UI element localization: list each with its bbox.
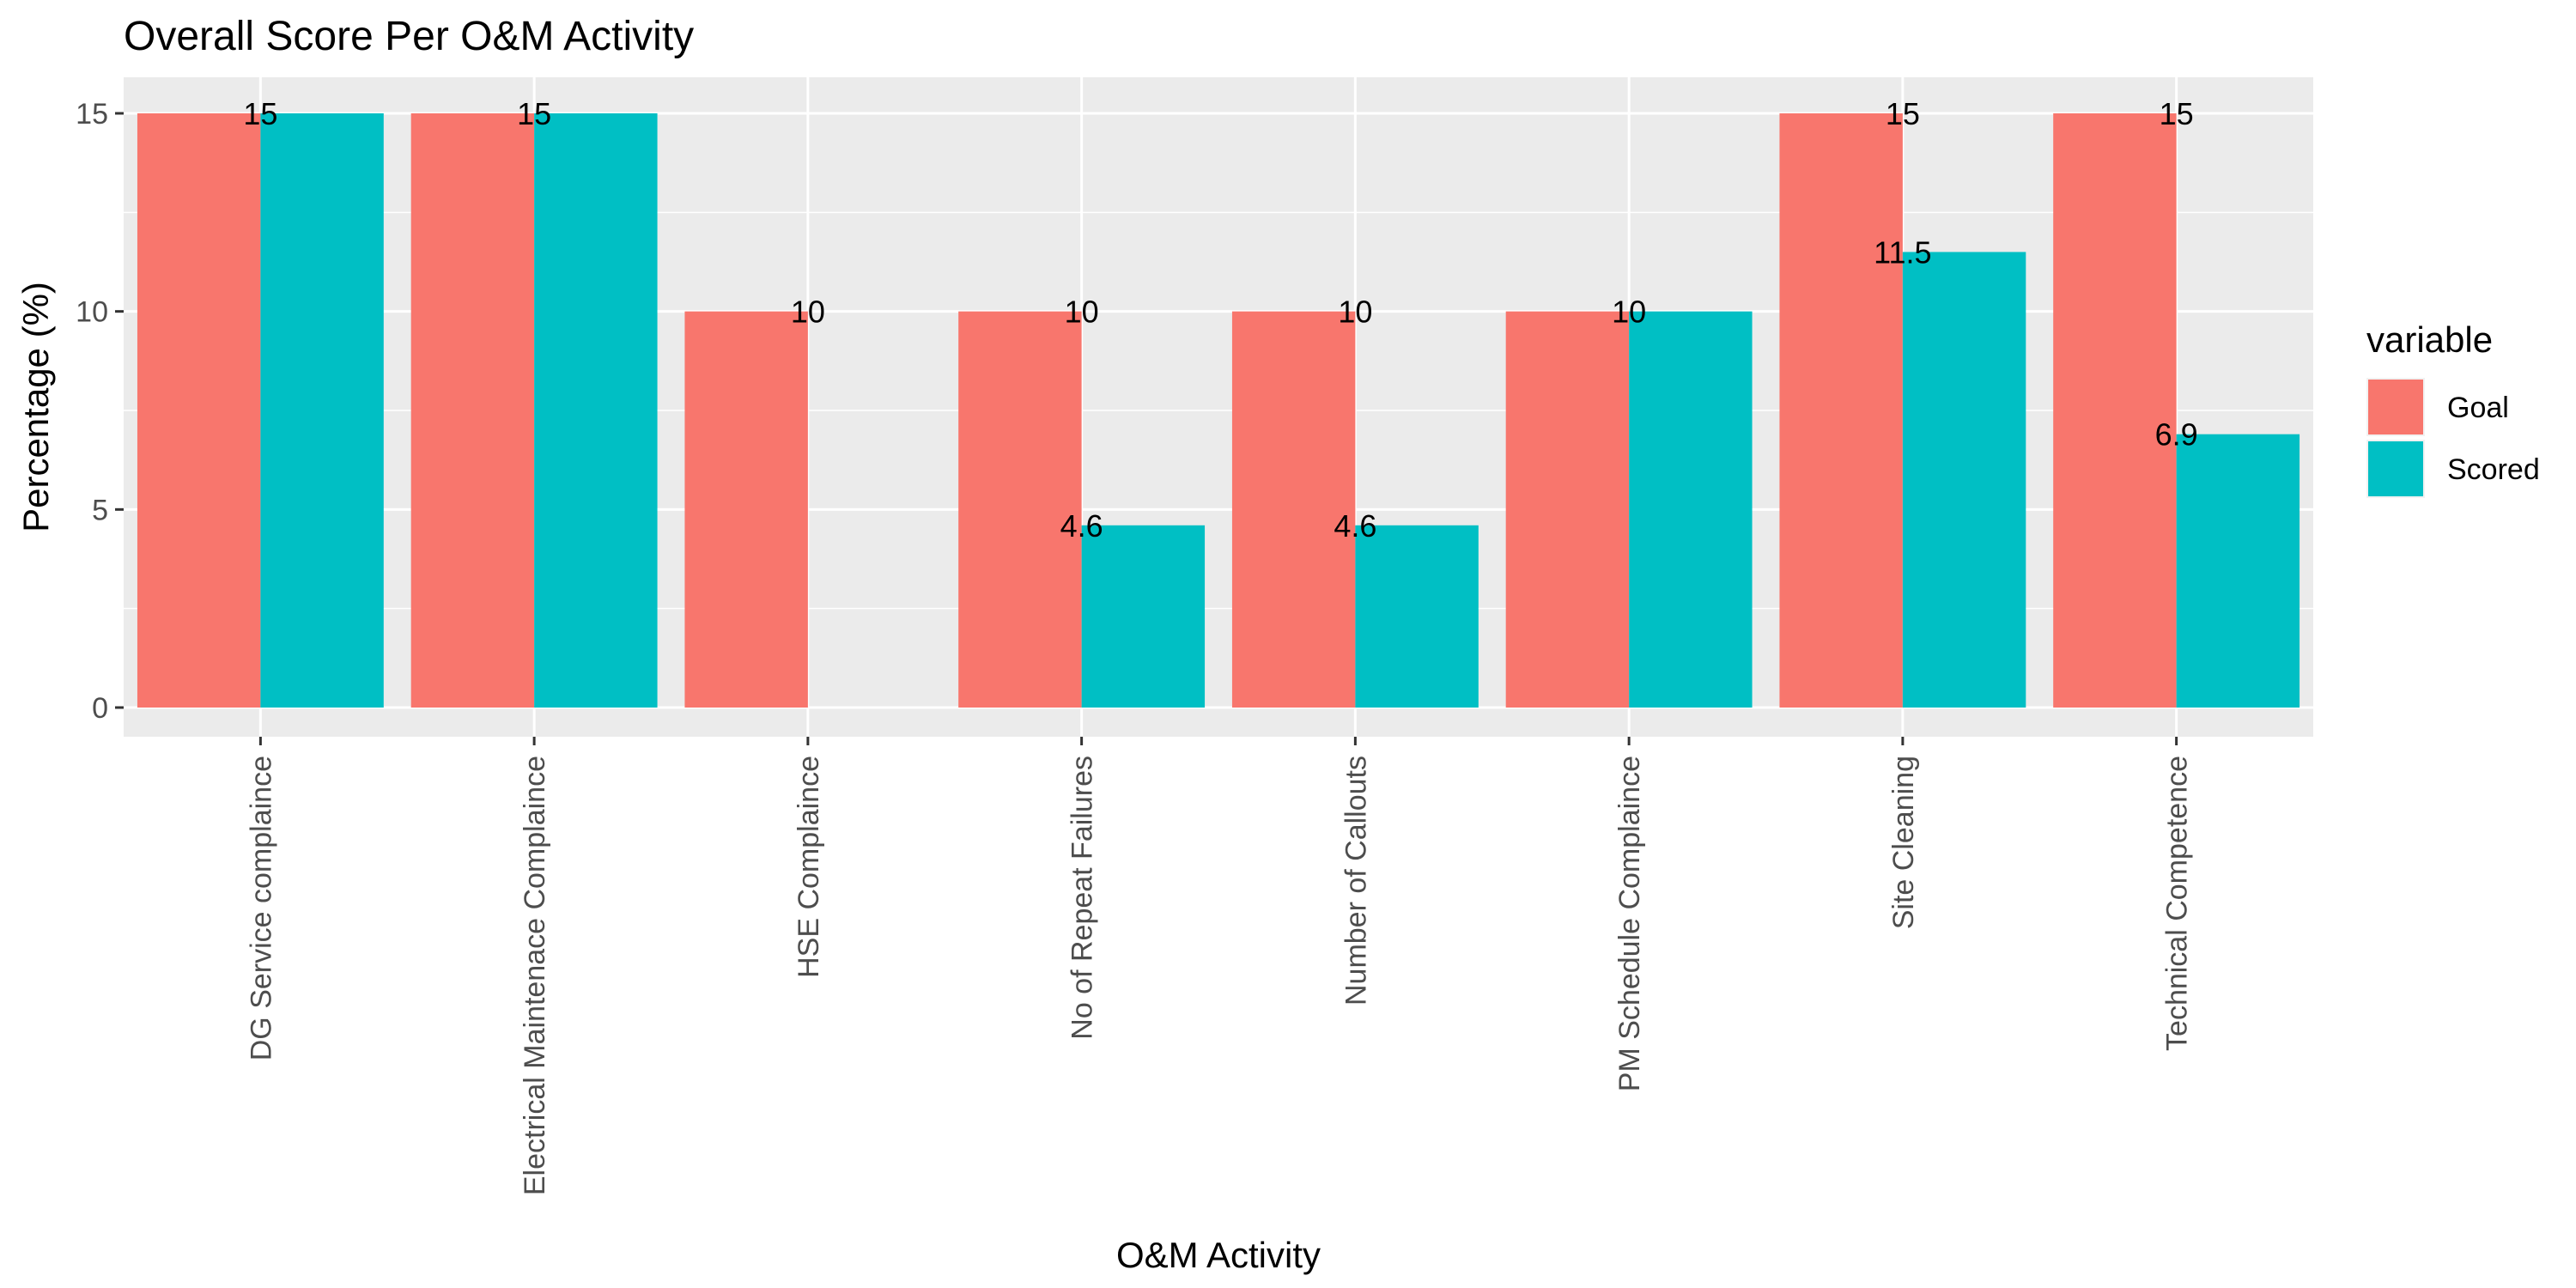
bar-goal-1: [410, 113, 535, 708]
legend-label-goal: Goal: [2447, 392, 2509, 424]
data-label: 10: [1065, 295, 1099, 330]
data-label: 4.6: [1060, 508, 1103, 544]
legend: variable Goal Scored: [2366, 319, 2540, 498]
x-tick-label: Site Cleaning: [1887, 756, 1920, 929]
data-label: 10: [791, 295, 825, 330]
bar-goal-3: [958, 311, 1082, 708]
bar-scored-3: [1081, 525, 1206, 708]
legend-swatch-goal: [2368, 380, 2423, 434]
y-tick-label: 5: [92, 494, 108, 526]
x-tick-label: Electrical Maintenace Complaince: [519, 756, 551, 1195]
bar-scored-7: [2176, 434, 2300, 708]
bar-scored-5: [1629, 311, 1753, 708]
chart-title: Overall Score Per O&M Activity: [124, 14, 694, 59]
y-tick-label: 10: [76, 296, 108, 329]
bar-scored-4: [1355, 525, 1479, 708]
legend-title: variable: [2366, 319, 2493, 360]
data-label: 15: [2160, 96, 2194, 131]
x-tick-label: PM Schedule Complaince: [1613, 756, 1646, 1091]
y-tick-label: 15: [76, 98, 108, 131]
data-label: 15: [517, 96, 551, 131]
y-tick-label: 0: [92, 692, 108, 725]
bar-goal-2: [684, 311, 808, 708]
bar-scored-6: [1902, 252, 2026, 708]
y-axis-title: Percentage (%): [15, 282, 56, 532]
data-label: 11.5: [1874, 234, 1931, 270]
data-labels: 15 15 10 10 4.6 10 4.6 10 15 11.5 15 6.9: [243, 96, 2197, 544]
x-tick-label: Technical Competence: [2161, 756, 2194, 1051]
data-label: 4.6: [1334, 508, 1376, 544]
data-label: 6.9: [2155, 417, 2198, 453]
bar-goal-0: [137, 113, 261, 708]
legend-swatch-scored: [2368, 441, 2423, 496]
bar-goal-4: [1231, 311, 1356, 708]
x-axis: DG Service complaince Electrical Maintena…: [245, 737, 2194, 1195]
bar-goal-5: [1505, 311, 1630, 708]
x-tick-label: DG Service complaince: [245, 756, 277, 1060]
legend-label-scored: Scored: [2447, 453, 2540, 486]
y-axis: 0 5 10 15: [76, 98, 124, 725]
bar-goal-7: [2053, 113, 2177, 708]
data-label: 10: [1338, 295, 1372, 330]
data-label: 15: [1886, 96, 1920, 131]
x-tick-label: Number of Callouts: [1340, 756, 1372, 1005]
bars: [137, 113, 2300, 708]
data-label: 10: [1612, 295, 1646, 330]
x-tick-label: HSE Complaince: [793, 756, 825, 978]
bar-goal-6: [1779, 113, 1903, 708]
bar-scored-0: [260, 113, 384, 708]
data-label: 15: [243, 96, 277, 131]
bar-scored-1: [534, 113, 658, 708]
x-axis-title: O&M Activity: [1116, 1235, 1321, 1275]
x-tick-label: No of Repeat Failures: [1066, 756, 1099, 1040]
